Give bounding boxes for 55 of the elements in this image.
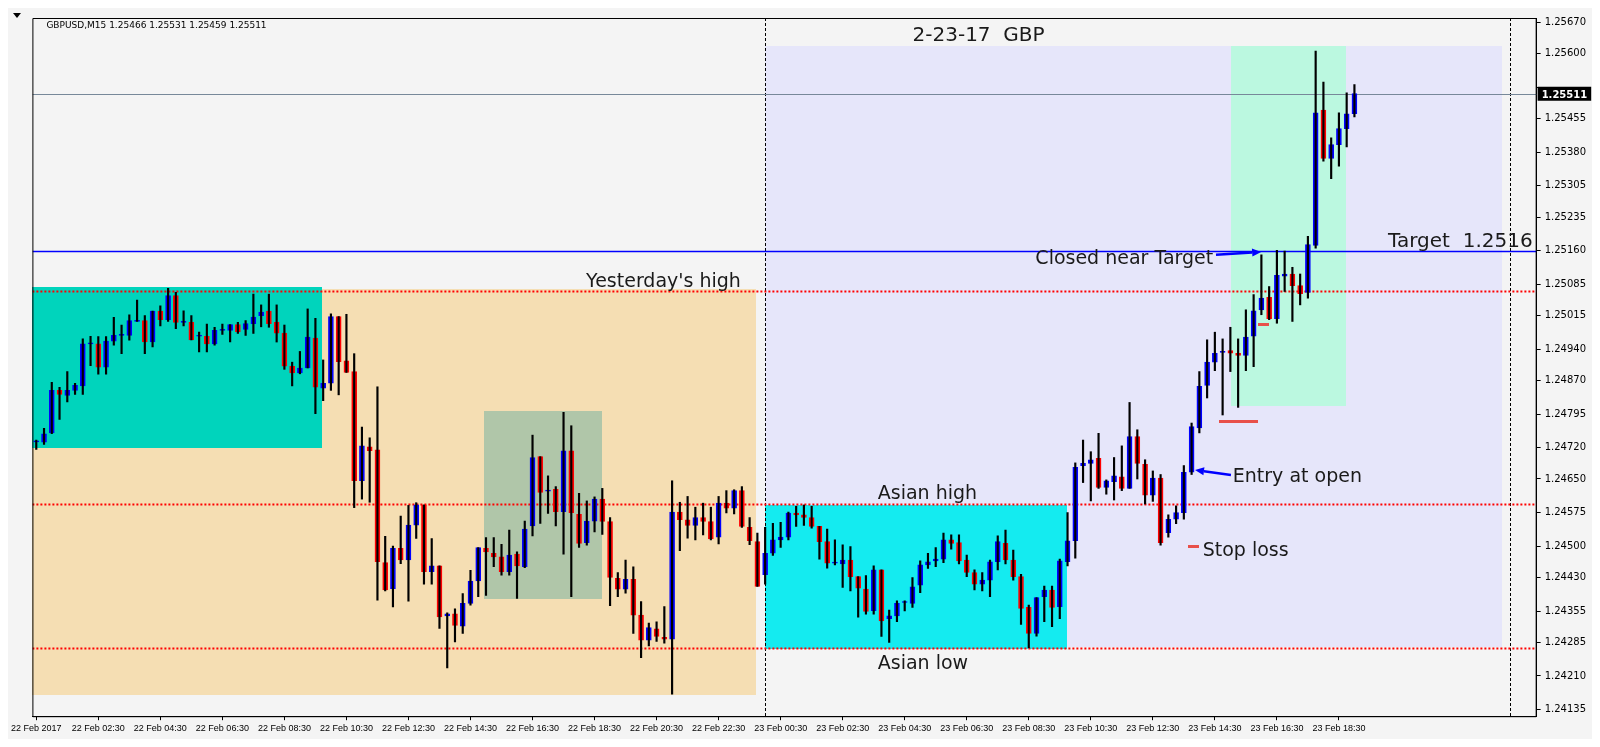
ref-line-label: Asian high <box>877 480 978 503</box>
x-tick-label: 22 Feb 12:30 <box>381 723 435 734</box>
chart-title: 2-23-17 GBP <box>912 21 1045 46</box>
y-tick-label: 1.24430 <box>1544 571 1587 583</box>
x-tick-label: 22 Feb 06:30 <box>195 723 249 734</box>
x-tick-label: 22 Feb 18:30 <box>568 723 622 734</box>
y-tick-label: 1.25015 <box>1544 309 1587 321</box>
x-tick-label: 23 Feb 08:30 <box>1002 723 1056 734</box>
y-tick-label: 1.25455 <box>1544 112 1587 124</box>
x-tick-label: 22 Feb 16:30 <box>506 723 560 734</box>
y-tick-label: 1.25085 <box>1544 277 1587 289</box>
y-tick-label: 1.24940 <box>1544 342 1587 354</box>
x-tick-label: 22 Feb 10:30 <box>319 723 373 734</box>
y-tick-label: 1.24285 <box>1544 635 1587 647</box>
annotation: Stop loss <box>1202 537 1289 560</box>
x-tick-label: 22 Feb 14:30 <box>443 723 498 734</box>
ref-line-label: Asian low <box>877 650 969 673</box>
candlestick <box>196 331 202 353</box>
x-tick-label: 23 Feb 00:30 <box>754 723 808 734</box>
ref-line-label: 1.25511 <box>1541 88 1588 100</box>
y-tick-label: 1.25380 <box>1544 145 1587 157</box>
annotation: Closed near Target <box>1035 246 1214 269</box>
ref-line-label: Target 1.2516 <box>1387 227 1533 252</box>
y-tick-label: 1.24575 <box>1544 506 1587 518</box>
x-tick-label: 22 Feb 22:30 <box>692 723 746 734</box>
x-tick-label: 22 Feb 04:30 <box>133 723 187 734</box>
y-tick-label: 1.24795 <box>1544 407 1587 419</box>
y-tick-label: 1.24500 <box>1544 539 1587 551</box>
y-tick-label: 1.25160 <box>1544 244 1587 256</box>
x-tick-label: 22 Feb 20:30 <box>630 723 684 734</box>
annotation: Entry at open <box>1232 464 1362 487</box>
x-tick-label: 23 Feb 04:30 <box>878 723 932 734</box>
chart-subtitle: GBPUSD,M15 1.25466 1.25531 1.25459 1.25511 <box>46 20 267 30</box>
y-tick-label: 1.25305 <box>1544 179 1587 191</box>
y-tick-label: 1.24210 <box>1544 669 1587 681</box>
y-tick-label: 1.24650 <box>1544 472 1587 484</box>
x-tick-label: 23 Feb 16:30 <box>1250 723 1304 734</box>
x-tick-label: 22 Feb 2017 <box>11 723 62 734</box>
y-tick-label: 1.25235 <box>1544 210 1587 222</box>
ref-line-label: Yesterday's high <box>585 268 741 291</box>
x-tick-label: 23 Feb 06:30 <box>940 723 994 734</box>
y-tick-label: 1.25670 <box>1544 16 1587 28</box>
y-tick-label: 1.24135 <box>1544 703 1587 715</box>
x-tick-label: 23 Feb 14:30 <box>1188 723 1242 734</box>
x-tick-label: 23 Feb 02:30 <box>816 723 870 734</box>
x-tick-label: 23 Feb 18:30 <box>1312 723 1366 734</box>
x-tick-label: 22 Feb 08:30 <box>257 723 311 734</box>
candlestick <box>545 475 551 514</box>
x-tick-label: 22 Feb 02:30 <box>71 723 125 734</box>
y-tick-label: 1.24720 <box>1544 441 1587 453</box>
y-tick-label: 1.24355 <box>1544 604 1587 616</box>
x-tick-label: 23 Feb 10:30 <box>1064 723 1118 734</box>
y-tick-label: 1.25600 <box>1544 47 1587 59</box>
y-tick-label: 1.24870 <box>1544 374 1587 386</box>
x-tick-label: 23 Feb 12:30 <box>1126 723 1180 734</box>
